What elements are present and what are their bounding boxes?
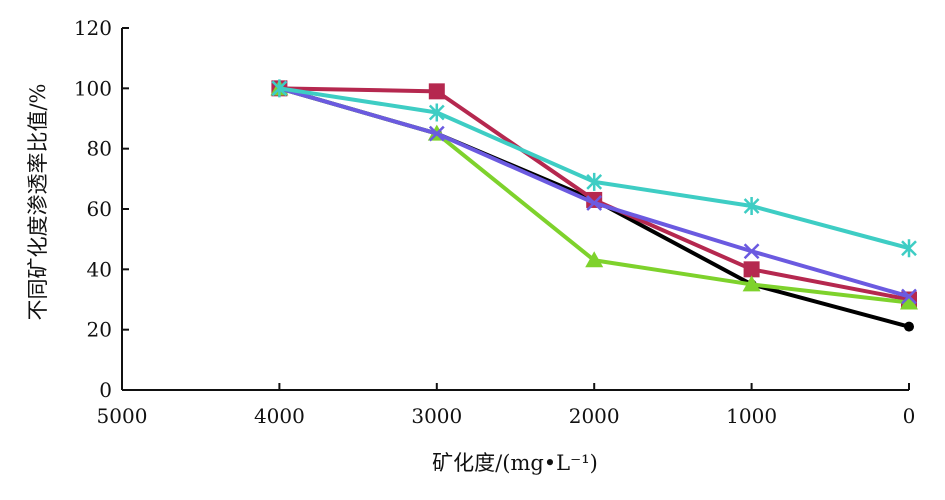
series-5-point — [901, 239, 917, 258]
y-tick-label: 20 — [87, 318, 112, 342]
series-5-point — [586, 172, 603, 191]
series-5-line — [279, 86, 910, 251]
y-tick-label: 40 — [87, 257, 112, 281]
x-tick-label: 3000 — [411, 404, 462, 428]
y-ticks: 0 20 40 60 80 100 120 — [74, 16, 129, 402]
x-ticks: 5000 4000 3000 2000 1000 0 — [97, 383, 916, 428]
y-tick-label: 80 — [87, 137, 112, 161]
x-tick-label: 4000 — [254, 404, 305, 428]
y-axis-title: 不同矿化度渗透率比值/% — [26, 83, 50, 320]
y-tick-label: 0 — [99, 378, 112, 402]
x-tick-label: 0 — [903, 404, 916, 428]
series-3-point — [742, 275, 761, 292]
y-tick-label: 60 — [87, 197, 112, 221]
x-tick-label: 5000 — [97, 404, 148, 428]
series-5-point — [271, 79, 288, 98]
series-3-point — [900, 293, 918, 310]
series-4-point — [428, 125, 445, 142]
series-2-point — [428, 83, 445, 100]
series-4 — [271, 80, 917, 305]
series-4-point — [586, 195, 603, 211]
series-4-point — [901, 288, 917, 305]
axes — [121, 28, 909, 391]
y-tick-label: 120 — [74, 16, 112, 40]
series-2-point — [743, 261, 760, 278]
series-group — [270, 79, 918, 332]
series-5-point — [428, 103, 445, 122]
series-1-point — [904, 321, 914, 332]
x-tick-label: 1000 — [726, 404, 777, 428]
series-5 — [271, 79, 917, 258]
series-3-point — [585, 251, 604, 268]
x-tick-label: 2000 — [569, 404, 620, 428]
x-axis-title: 矿化度/(mg•L⁻¹) — [432, 451, 598, 475]
y-tick-label: 100 — [74, 76, 112, 100]
series-5-point — [743, 196, 760, 215]
series-4-point — [743, 243, 760, 260]
